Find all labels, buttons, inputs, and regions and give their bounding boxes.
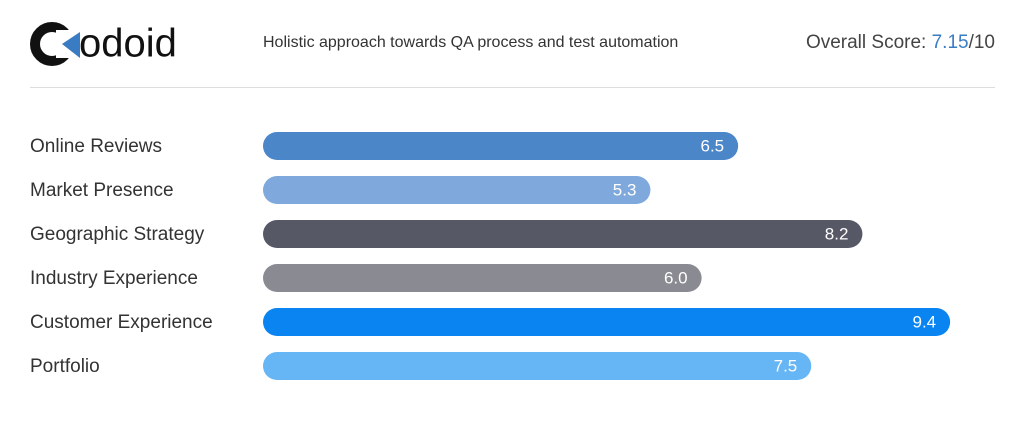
value-label: 5.3 [613,180,637,199]
bar [263,176,651,204]
bar [263,308,951,336]
value-label: 8.2 [825,224,849,243]
logo-text: odoid [79,22,177,66]
bar [263,264,702,292]
bar [263,132,739,160]
score-value: 7.15 [931,32,969,53]
value-label: 6.0 [664,268,688,287]
bar [263,220,863,248]
value-label: 6.5 [701,136,725,155]
category-label: Market Presence [30,180,174,201]
value-label: 7.5 [774,356,798,375]
category-label: Portfolio [30,356,100,377]
category-label: Geographic Strategy [30,224,205,245]
category-label: Industry Experience [30,268,198,289]
category-label: Customer Experience [30,312,213,333]
bar [263,352,812,380]
divider [30,87,995,88]
tagline: Holistic approach towards QA process and… [263,34,679,51]
logo: odoid [30,22,177,66]
logo-arrow [62,32,80,58]
score-label: Overall Score: [805,32,927,53]
value-label: 9.4 [912,312,936,331]
category-label: Online Reviews [30,136,162,157]
score-suffix: /10 [968,32,995,53]
overall-score: Overall Score: 7.15/10 [806,32,995,54]
